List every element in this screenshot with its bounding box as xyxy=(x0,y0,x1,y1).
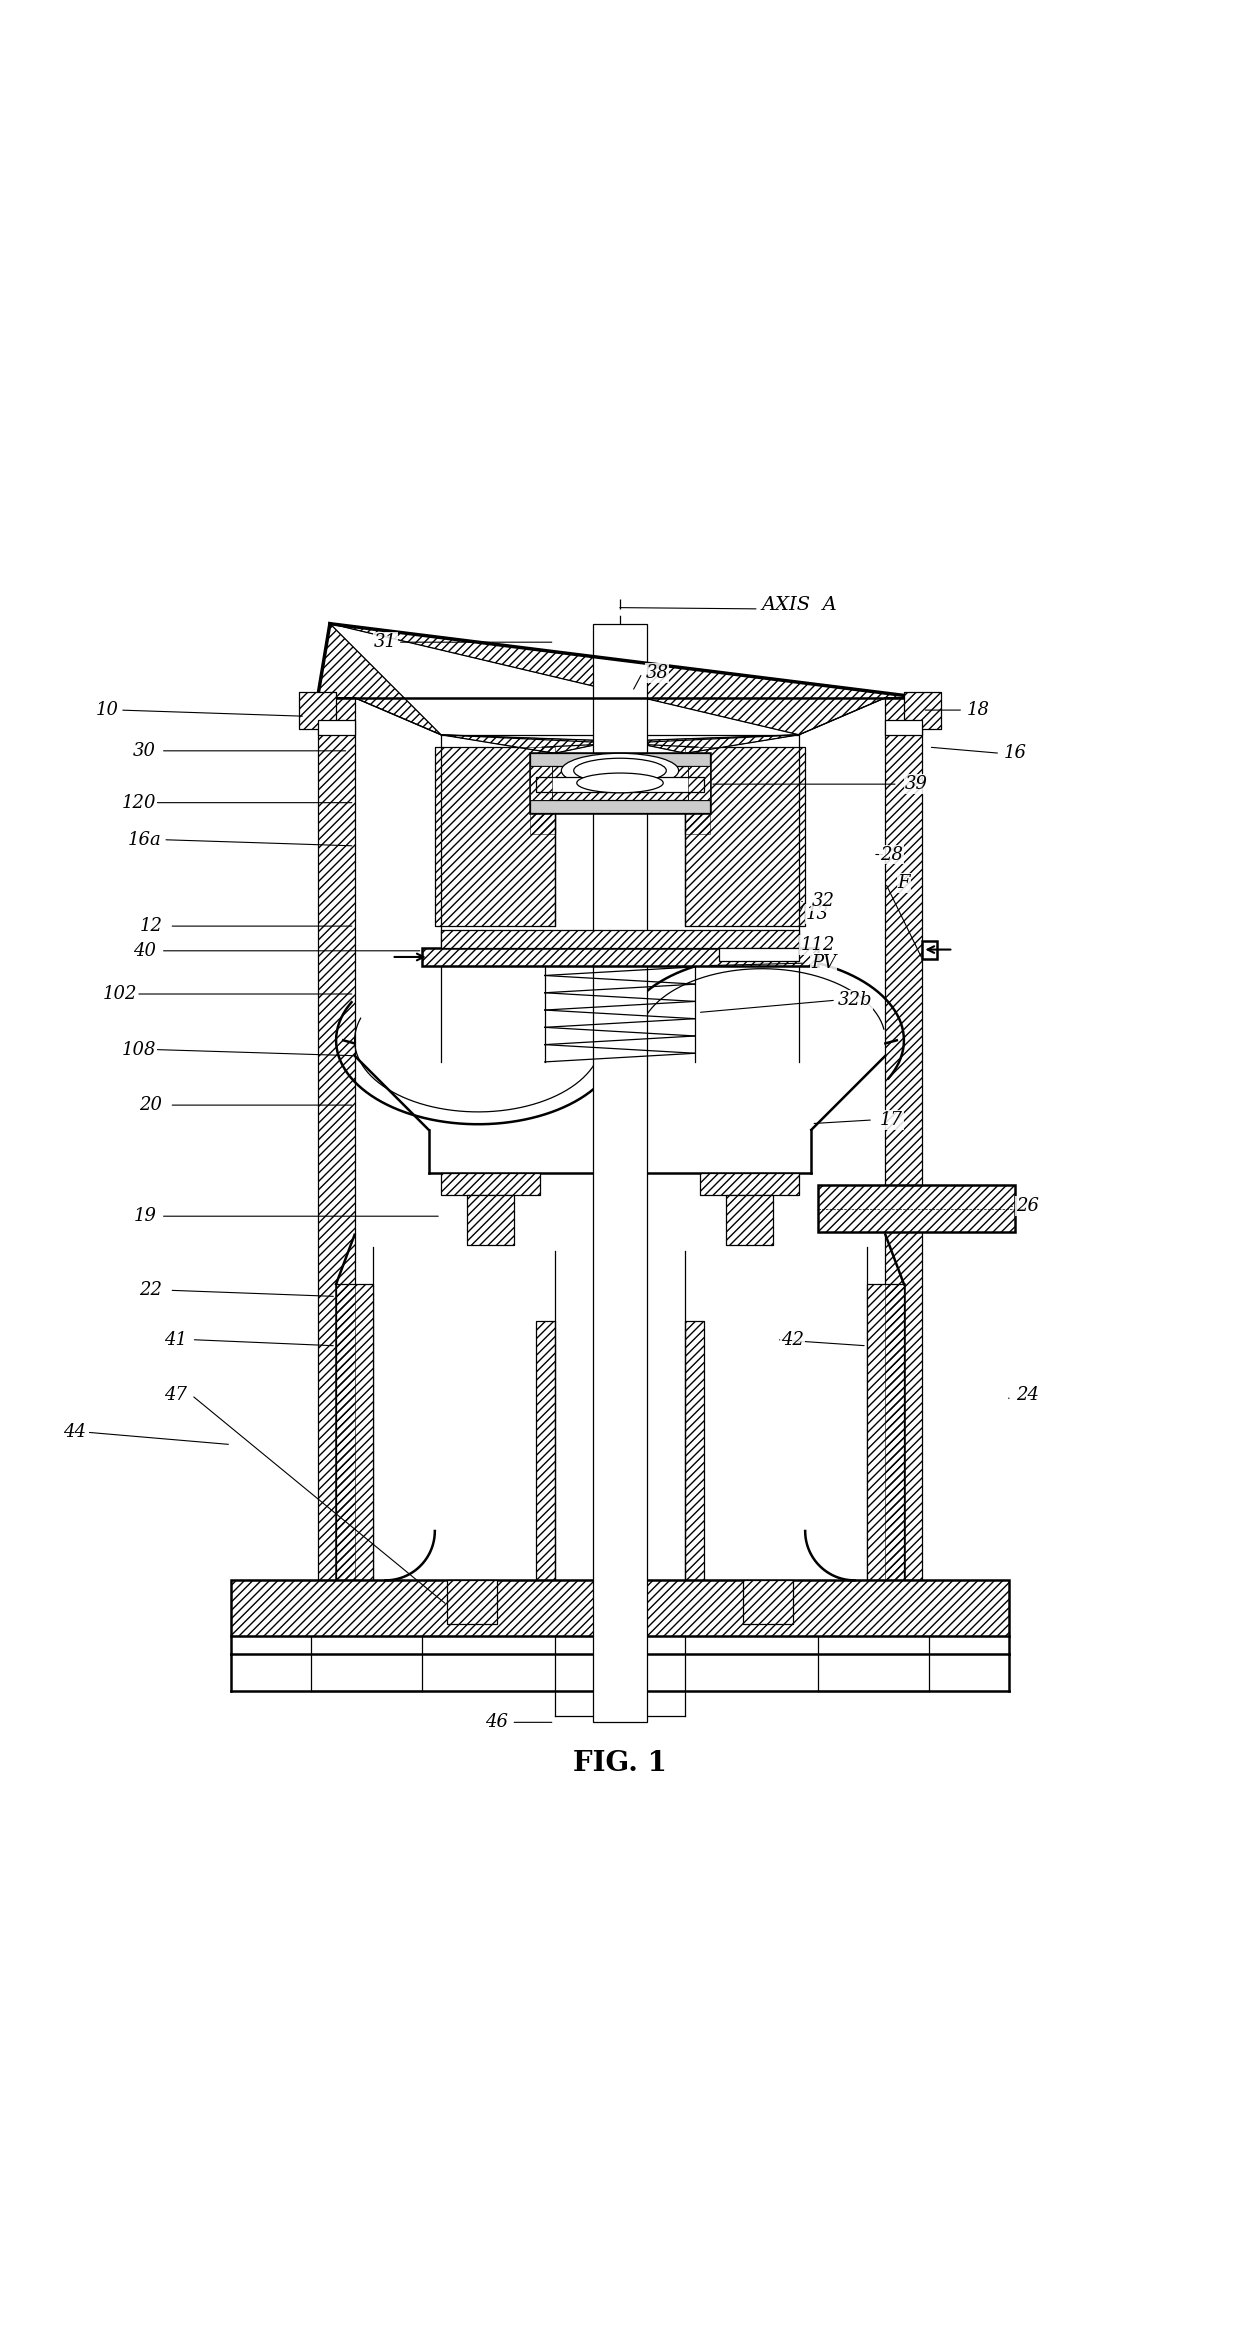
Bar xyxy=(817,1185,1016,1232)
Bar xyxy=(441,1173,539,1194)
Bar xyxy=(593,624,647,1722)
Bar xyxy=(701,1173,799,1194)
Text: AXIS  A: AXIS A xyxy=(761,596,838,615)
Bar xyxy=(529,791,554,833)
Bar xyxy=(529,753,711,812)
Bar xyxy=(231,1581,1009,1635)
Polygon shape xyxy=(441,734,614,753)
Text: 24: 24 xyxy=(1016,1386,1039,1405)
Text: 13: 13 xyxy=(806,906,830,922)
Bar xyxy=(867,1283,904,1581)
Bar xyxy=(727,1194,773,1246)
Text: 28: 28 xyxy=(880,845,903,863)
Bar xyxy=(744,1581,792,1623)
Bar xyxy=(529,765,552,800)
Bar xyxy=(529,800,711,812)
Text: F: F xyxy=(898,875,910,891)
Text: 38: 38 xyxy=(646,664,668,683)
Bar xyxy=(885,697,923,1581)
Bar xyxy=(441,1173,539,1194)
Bar xyxy=(701,1173,799,1194)
Bar xyxy=(448,1581,496,1623)
Text: 30: 30 xyxy=(133,741,156,760)
Text: 31: 31 xyxy=(374,633,397,652)
Text: 26: 26 xyxy=(1016,1196,1039,1215)
Text: FIG. 1: FIG. 1 xyxy=(573,1750,667,1776)
Bar xyxy=(885,697,923,1581)
Bar xyxy=(231,1581,1009,1635)
Ellipse shape xyxy=(577,774,663,793)
Bar xyxy=(686,791,711,833)
Bar xyxy=(423,948,817,967)
Bar xyxy=(686,1321,704,1581)
Text: 16a: 16a xyxy=(128,830,161,849)
Text: 42: 42 xyxy=(781,1330,805,1349)
Bar xyxy=(529,791,554,833)
Bar xyxy=(686,1321,704,1581)
Bar xyxy=(317,697,355,1581)
Bar xyxy=(719,948,799,960)
Bar xyxy=(744,1581,792,1623)
Text: 112: 112 xyxy=(800,936,835,952)
Bar xyxy=(904,692,941,730)
Bar xyxy=(435,746,554,927)
Text: PV: PV xyxy=(811,955,836,971)
Bar xyxy=(867,1283,904,1581)
Bar xyxy=(529,765,552,800)
Text: 16: 16 xyxy=(1003,744,1027,762)
Bar xyxy=(923,941,937,960)
Polygon shape xyxy=(317,624,441,734)
Bar xyxy=(686,791,711,833)
Text: 108: 108 xyxy=(122,1042,156,1058)
Bar xyxy=(536,777,704,791)
Bar xyxy=(686,746,805,927)
Polygon shape xyxy=(330,624,923,734)
Text: 102: 102 xyxy=(103,985,138,1004)
Bar xyxy=(686,746,805,927)
Bar xyxy=(817,1185,1016,1232)
Text: 12: 12 xyxy=(139,917,162,936)
Text: 47: 47 xyxy=(164,1386,187,1405)
Bar xyxy=(536,1321,554,1581)
Bar xyxy=(299,692,336,730)
Bar xyxy=(448,1581,496,1623)
Bar xyxy=(317,720,355,734)
Polygon shape xyxy=(626,734,799,753)
Text: 39: 39 xyxy=(905,774,928,793)
Bar xyxy=(423,948,817,967)
Text: 22: 22 xyxy=(139,1281,162,1300)
Bar xyxy=(336,1283,373,1581)
Bar xyxy=(688,765,711,800)
Bar xyxy=(336,1283,373,1581)
Bar xyxy=(317,697,355,1581)
Bar xyxy=(536,1321,554,1581)
Bar xyxy=(467,1194,513,1246)
Ellipse shape xyxy=(562,753,678,788)
Bar xyxy=(885,720,923,734)
Text: 17: 17 xyxy=(880,1112,903,1128)
Text: 19: 19 xyxy=(133,1208,156,1225)
Text: 20: 20 xyxy=(139,1096,162,1114)
Ellipse shape xyxy=(574,758,666,784)
Text: 41: 41 xyxy=(164,1330,187,1349)
Bar xyxy=(299,692,336,730)
Bar xyxy=(727,1194,773,1246)
Text: 32: 32 xyxy=(812,891,836,910)
Bar xyxy=(529,753,711,812)
Bar xyxy=(441,929,799,948)
Text: 44: 44 xyxy=(63,1424,86,1440)
Bar xyxy=(435,746,554,927)
Text: 46: 46 xyxy=(485,1713,508,1731)
Bar xyxy=(904,692,941,730)
Bar xyxy=(467,1194,513,1246)
Text: 32b: 32b xyxy=(837,990,872,1009)
Bar xyxy=(529,753,711,765)
Text: 18: 18 xyxy=(966,701,990,720)
Bar xyxy=(441,929,799,948)
Text: 120: 120 xyxy=(122,793,156,812)
Text: 10: 10 xyxy=(97,701,119,720)
Bar xyxy=(688,765,711,800)
Text: 40: 40 xyxy=(133,941,156,960)
